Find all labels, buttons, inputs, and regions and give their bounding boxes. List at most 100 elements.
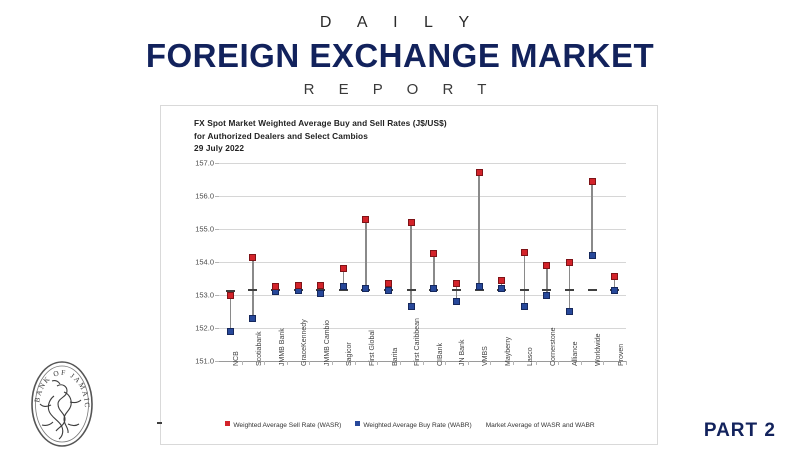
chart-container: FX Spot Market Weighted Average Buy and … bbox=[156, 105, 658, 445]
buy-rate-point[interactable] bbox=[226, 327, 234, 335]
x-axis-tick-mark bbox=[490, 361, 492, 365]
buy-rate-point[interactable] bbox=[452, 298, 460, 306]
chart-range-stem bbox=[523, 252, 525, 307]
chart-range-stem bbox=[365, 219, 367, 289]
buy-rate-point[interactable] bbox=[339, 283, 347, 291]
x-axis-tick-mark bbox=[422, 361, 424, 365]
market-average-marker[interactable] bbox=[406, 288, 416, 292]
x-axis-tick-label: JMMB Bank bbox=[278, 328, 286, 366]
x-axis-tick-label: First Global bbox=[368, 330, 376, 366]
sell-rate-point[interactable] bbox=[430, 250, 438, 258]
y-axis-tick-label: 157.0 bbox=[195, 158, 214, 168]
x-axis-tick-mark bbox=[467, 361, 469, 365]
x-axis-tick-label: Sagicor bbox=[346, 342, 354, 366]
x-axis-tick-mark bbox=[286, 361, 288, 365]
market-average-marker[interactable] bbox=[519, 288, 529, 292]
x-axis-tick-mark bbox=[399, 361, 401, 365]
buy-rate-point[interactable] bbox=[588, 251, 596, 259]
x-axis-tick-label: Cornerstone bbox=[549, 327, 557, 366]
chart-gridline bbox=[219, 328, 626, 329]
chart-gridline bbox=[219, 262, 626, 263]
chart-title-line-1: FX Spot Market Weighted Average Buy and … bbox=[194, 118, 447, 128]
x-axis-tick-mark bbox=[332, 361, 334, 365]
y-axis-tick-mark bbox=[215, 328, 219, 329]
chart-range-stem bbox=[500, 280, 503, 289]
market-average-marker[interactable] bbox=[248, 288, 258, 292]
chart-title-line-2: for Authorized Dealers and Select Cambio… bbox=[194, 130, 368, 141]
sell-rate-point[interactable] bbox=[452, 279, 460, 287]
market-average-marker[interactable] bbox=[542, 288, 552, 292]
legend-item[interactable]: Weighted Average Buy Rate (WABR) bbox=[355, 421, 472, 429]
sell-rate-point[interactable] bbox=[249, 253, 257, 261]
x-axis-tick-mark bbox=[535, 361, 537, 365]
buy-rate-point[interactable] bbox=[362, 284, 370, 292]
bank-of-jamaica-seal-icon: BANK OF JAMAICA bbox=[21, 351, 100, 450]
buy-rate-point[interactable] bbox=[520, 303, 528, 311]
market-average-marker[interactable] bbox=[225, 289, 235, 293]
x-axis-tick-mark bbox=[264, 361, 266, 365]
sell-rate-point[interactable] bbox=[565, 258, 573, 266]
buy-rate-point[interactable] bbox=[249, 314, 257, 322]
chart-range-stem bbox=[252, 257, 254, 319]
legend-swatch-avg bbox=[156, 422, 162, 424]
sell-rate-point[interactable] bbox=[588, 177, 596, 185]
x-axis-tick-label: JN Bank bbox=[459, 339, 467, 366]
x-axis-tick-mark bbox=[377, 361, 379, 365]
market-average-marker[interactable] bbox=[587, 288, 597, 292]
buy-rate-point[interactable] bbox=[317, 289, 325, 297]
buy-rate-point[interactable] bbox=[407, 303, 415, 311]
x-axis-tick-mark bbox=[626, 361, 627, 365]
sell-rate-point[interactable] bbox=[272, 283, 280, 291]
chart-gridline bbox=[219, 295, 626, 296]
buy-rate-point[interactable] bbox=[565, 308, 573, 315]
y-axis-tick-label: 154.0 bbox=[195, 257, 214, 267]
sell-rate-point[interactable] bbox=[362, 215, 370, 223]
sell-rate-point[interactable] bbox=[294, 281, 302, 289]
sell-rate-point[interactable] bbox=[520, 248, 528, 256]
chart-range-stem bbox=[342, 268, 345, 287]
legend-label: Weighted Average Sell Rate (WASR) bbox=[233, 422, 342, 429]
y-axis-tick-label: 151.0 bbox=[195, 356, 214, 366]
x-axis-tick-label: CIBank bbox=[436, 343, 444, 366]
buy-rate-point[interactable] bbox=[475, 283, 483, 291]
x-axis-tick-mark bbox=[241, 361, 243, 365]
buy-rate-point[interactable] bbox=[385, 286, 393, 294]
x-axis-tick-label: NCB bbox=[233, 351, 241, 366]
x-axis-tick-label: Proven bbox=[617, 343, 625, 366]
y-axis-tick-mark bbox=[215, 229, 219, 230]
x-axis-tick-label: Barita bbox=[391, 347, 399, 366]
sell-rate-point[interactable] bbox=[407, 218, 415, 226]
legend-swatch-buy bbox=[355, 421, 361, 426]
x-axis-tick-label: VMBS bbox=[482, 346, 490, 366]
sell-rate-point[interactable] bbox=[611, 273, 619, 281]
legend-item[interactable]: Weighted Average Sell Rate (WASR) bbox=[225, 421, 341, 429]
y-axis-tick-mark bbox=[215, 262, 219, 263]
sell-rate-point[interactable] bbox=[339, 265, 347, 273]
buy-rate-point[interactable] bbox=[543, 291, 551, 299]
buy-rate-point[interactable] bbox=[611, 286, 619, 294]
x-axis-tick-mark bbox=[309, 361, 311, 365]
sell-rate-point[interactable] bbox=[498, 276, 506, 284]
legend-label: Market Average of WASR and WABR bbox=[485, 422, 595, 429]
x-axis-tick-label: Lasco bbox=[527, 347, 535, 366]
chart-range-stem bbox=[546, 265, 548, 295]
buy-rate-point[interactable] bbox=[430, 284, 438, 292]
report-headline: FOREIGN EXCHANGE MARKET bbox=[145, 37, 655, 74]
chart-range-stem bbox=[455, 283, 458, 302]
x-axis-tick-label: JMMB Cambio bbox=[323, 320, 331, 366]
chart-plot-area: 157.0 156.0 155.0 154.0 153.0 152.0 151.0 NCB Sc… bbox=[195, 159, 627, 366]
legend-item[interactable]: Market Average of WASR and WABR bbox=[156, 422, 595, 429]
market-average-marker[interactable] bbox=[451, 288, 461, 292]
buy-rate-point[interactable] bbox=[498, 284, 506, 292]
y-axis-tick-mark bbox=[215, 196, 219, 197]
y-axis-tick-mark bbox=[215, 361, 219, 362]
sell-rate-point[interactable] bbox=[543, 261, 551, 269]
y-axis-tick-label: 156.0 bbox=[195, 191, 214, 201]
market-average-marker[interactable] bbox=[564, 288, 574, 292]
sell-rate-point[interactable] bbox=[226, 292, 234, 300]
chart-title: FX Spot Market Weighted Average Buy and … bbox=[194, 117, 614, 155]
sell-rate-point[interactable] bbox=[385, 279, 393, 287]
sell-rate-point[interactable] bbox=[317, 281, 325, 289]
sell-rate-point[interactable] bbox=[475, 169, 483, 177]
report-subkicker: R E P O R T bbox=[303, 81, 497, 98]
